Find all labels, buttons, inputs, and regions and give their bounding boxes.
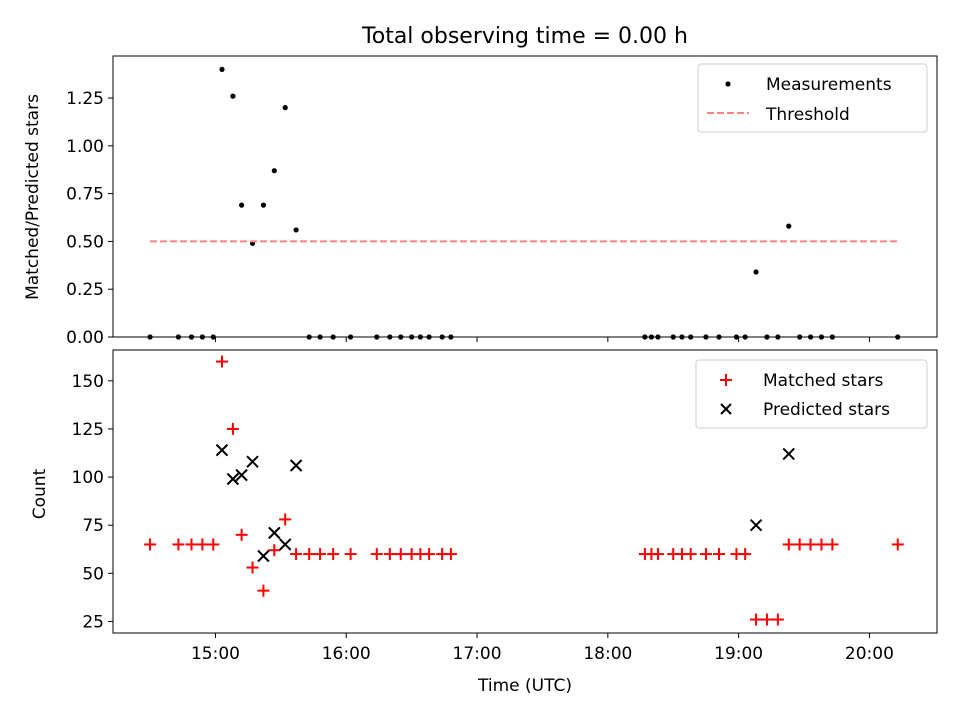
top-ylabel: Matched/Predicted stars [23, 94, 43, 300]
matched-star-point [268, 544, 281, 557]
y-tick-label: 50 [82, 564, 104, 584]
matched-star-point [144, 538, 157, 551]
top-axes-layer: 0.00 0.25 0.50 0.75 1.00 1.25 [66, 89, 870, 348]
measurement-point [271, 168, 277, 174]
matched-star-point [423, 548, 436, 561]
legend-threshold-label: Threshold [765, 105, 850, 125]
measurement-point [293, 227, 299, 233]
legend-matched-label: Matched stars [763, 371, 883, 391]
matched-star-point [793, 538, 806, 551]
matched-star-point [207, 538, 220, 551]
matched-star-point [684, 548, 697, 561]
y-tick-label: 75 [82, 516, 104, 536]
y-tick-label: 0.25 [66, 280, 104, 300]
chart-title: Total observing time = 0.00 h [361, 24, 688, 49]
predicted-star-point [257, 549, 270, 563]
matched-star-point [370, 548, 383, 561]
matched-star-point [196, 538, 209, 551]
matched-star-point [739, 548, 752, 561]
matched-star-point [699, 548, 712, 561]
predicted-star-point [246, 455, 259, 468]
matched-star-point [651, 548, 664, 561]
measurement-point [239, 202, 245, 208]
bottom-ylabel: Count [30, 468, 50, 519]
matched-star-point [185, 538, 198, 551]
matched-star-point [303, 548, 316, 561]
y-tick-label: 125 [72, 420, 104, 440]
top-panel: 0.00 0.25 0.50 0.75 1.00 1.25 Matched/Predict… [23, 55, 938, 348]
measurement-point [786, 223, 792, 229]
y-tick-label: 25 [82, 612, 104, 632]
matched-star-point [215, 355, 228, 368]
matched-star-point [327, 548, 340, 561]
matched-star-point [172, 538, 185, 551]
predicted-star-point [279, 538, 292, 551]
x-tick-label: 19:00 [714, 644, 763, 664]
measurement-point [219, 66, 225, 72]
top-legend: Measurements Threshold [697, 63, 928, 133]
predicted-star-point [235, 468, 248, 482]
matched-star-point [235, 528, 248, 541]
y-tick-label: 0.50 [66, 232, 104, 252]
matched-star-point [760, 613, 773, 626]
y-tick-label: 100 [72, 468, 104, 488]
predicted-star-point [289, 459, 303, 472]
bottom-legend-box [695, 359, 928, 429]
top-legend-box [697, 63, 928, 133]
y-tick-label: 0.00 [66, 328, 104, 348]
matched-star-point [826, 538, 839, 551]
legend-predicted-label: Predicted stars [763, 400, 890, 420]
matched-star-point [279, 513, 292, 526]
measurement-point [230, 93, 236, 99]
matched-star-point [444, 548, 457, 561]
matched-star-point [782, 538, 795, 551]
x-tick-label: 16:00 [322, 644, 371, 664]
measurement-point [282, 105, 288, 111]
legend-predicted-marker [720, 403, 732, 415]
predicted-star-point [215, 443, 229, 457]
y-tick-label: 0.75 [66, 185, 104, 205]
x-tick-label: 15:00 [191, 644, 240, 664]
matched-star-point [750, 613, 763, 626]
y-tick-label: 1.25 [66, 89, 104, 109]
matched-star-point [804, 538, 817, 551]
legend-measurements-marker [725, 81, 731, 87]
matched-star-point [891, 538, 904, 551]
top-panel-frame [112, 55, 938, 338]
predicted-star-point [268, 526, 281, 540]
matched-star-point [226, 422, 239, 435]
legend-matched-marker [720, 374, 732, 386]
matched-star-point [344, 548, 357, 561]
x-tick-label: 20:00 [845, 644, 894, 664]
predicted-star-point [782, 447, 795, 461]
x-tick-label: 18:00 [583, 644, 632, 664]
bottom-panel-frame [112, 349, 938, 634]
legend-measurements-label: Measurements [766, 75, 892, 95]
x-axis-label: Time (UTC) [477, 676, 572, 696]
matched-star-point [290, 548, 303, 561]
measurement-point [753, 269, 759, 275]
y-tick-label: 150 [72, 372, 104, 392]
bottom-panel: 15:00 16:00 17:00 18:00 19:00 20:00 25 50 75 100 1… [30, 349, 938, 696]
predicted-star-point [226, 472, 240, 486]
bottom-legend: Matched stars Predicted stars [695, 359, 928, 429]
matched-star-point [394, 548, 407, 561]
predicted-star-point [749, 518, 763, 532]
x-tick-label: 17:00 [453, 644, 502, 664]
bottom-series-layer [144, 355, 904, 626]
matched-star-point [383, 548, 396, 561]
bottom-axes-layer: 15:00 16:00 17:00 18:00 19:00 20:00 25 50 75 100 1… [72, 372, 894, 664]
matched-star-point [713, 548, 726, 561]
matched-star-point [257, 584, 270, 597]
measurement-point [260, 202, 267, 208]
matched-star-point [314, 548, 327, 561]
matched-star-point [246, 561, 259, 574]
matched-star-point [815, 538, 828, 551]
matched-star-point [771, 613, 784, 626]
y-tick-label: 1.00 [66, 137, 104, 157]
